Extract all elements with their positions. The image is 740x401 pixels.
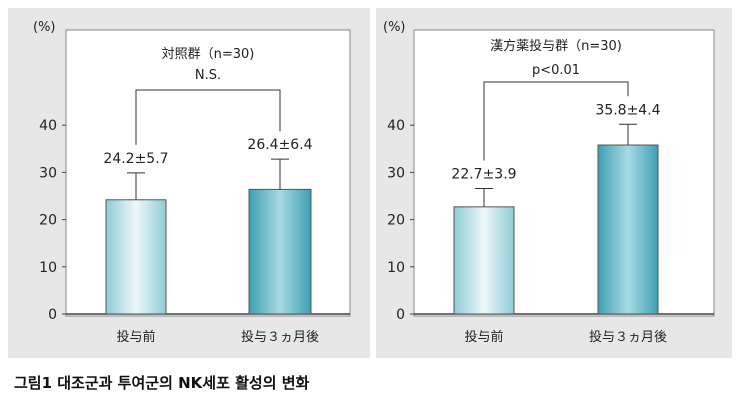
y-tick-label: 20 [387, 213, 405, 229]
x-tick-label: 投与３ヵ月後 [589, 329, 667, 345]
bar [453, 206, 515, 315]
panel-control: (%) 対照群（n=30) N.S. 0 10 20 30 40 24.2±5.7 投与前… [8, 8, 370, 358]
bar [248, 188, 312, 315]
chart-title: 漢方薬投与群（n=30) [490, 38, 622, 54]
data-label: 22.7±3.9 [451, 166, 516, 182]
significance-bracket [135, 89, 281, 145]
figure-caption: 그림1 대조군과 투여군의 NK세포 활성의 변화 [14, 374, 310, 392]
significance-bracket [483, 81, 629, 161]
y-tick-label: 0 [48, 307, 57, 323]
y-unit-label: (%) [383, 20, 406, 35]
figure: (%) 対照群（n=30) N.S. 0 10 20 30 40 24.2±5.7 投与前… [8, 8, 732, 358]
x-tick-label: 投与前 [116, 329, 155, 345]
bar [597, 144, 659, 315]
y-unit-label: (%) [33, 20, 56, 35]
y-tick-label: 40 [39, 118, 57, 134]
y-tick-label: 10 [387, 260, 405, 276]
chart-title: 対照群（n=30) [162, 47, 255, 62]
y-tick-label: 30 [39, 165, 57, 181]
x-tick-label: 投与３ヵ月後 [241, 329, 319, 345]
y-tick-label: 30 [387, 165, 405, 181]
data-label: 26.4±6.4 [247, 137, 312, 153]
significance-label: N.S. [195, 68, 221, 83]
y-tick-label: 0 [396, 307, 405, 323]
bar [105, 199, 167, 315]
data-label: 35.8±4.4 [595, 102, 660, 118]
y-tick-label: 20 [39, 213, 57, 229]
data-label: 24.2±5.7 [103, 151, 168, 167]
plot-area [413, 29, 715, 317]
significance-label: p<0.01 [532, 63, 580, 78]
panel-kampo: (%) 漢方薬投与群（n=30) p<0.01 0 10 20 30 40 22.7±3… [376, 8, 732, 358]
y-tick-label: 40 [387, 118, 405, 134]
x-tick-label: 投与前 [464, 329, 503, 345]
y-tick-label: 10 [39, 260, 57, 276]
